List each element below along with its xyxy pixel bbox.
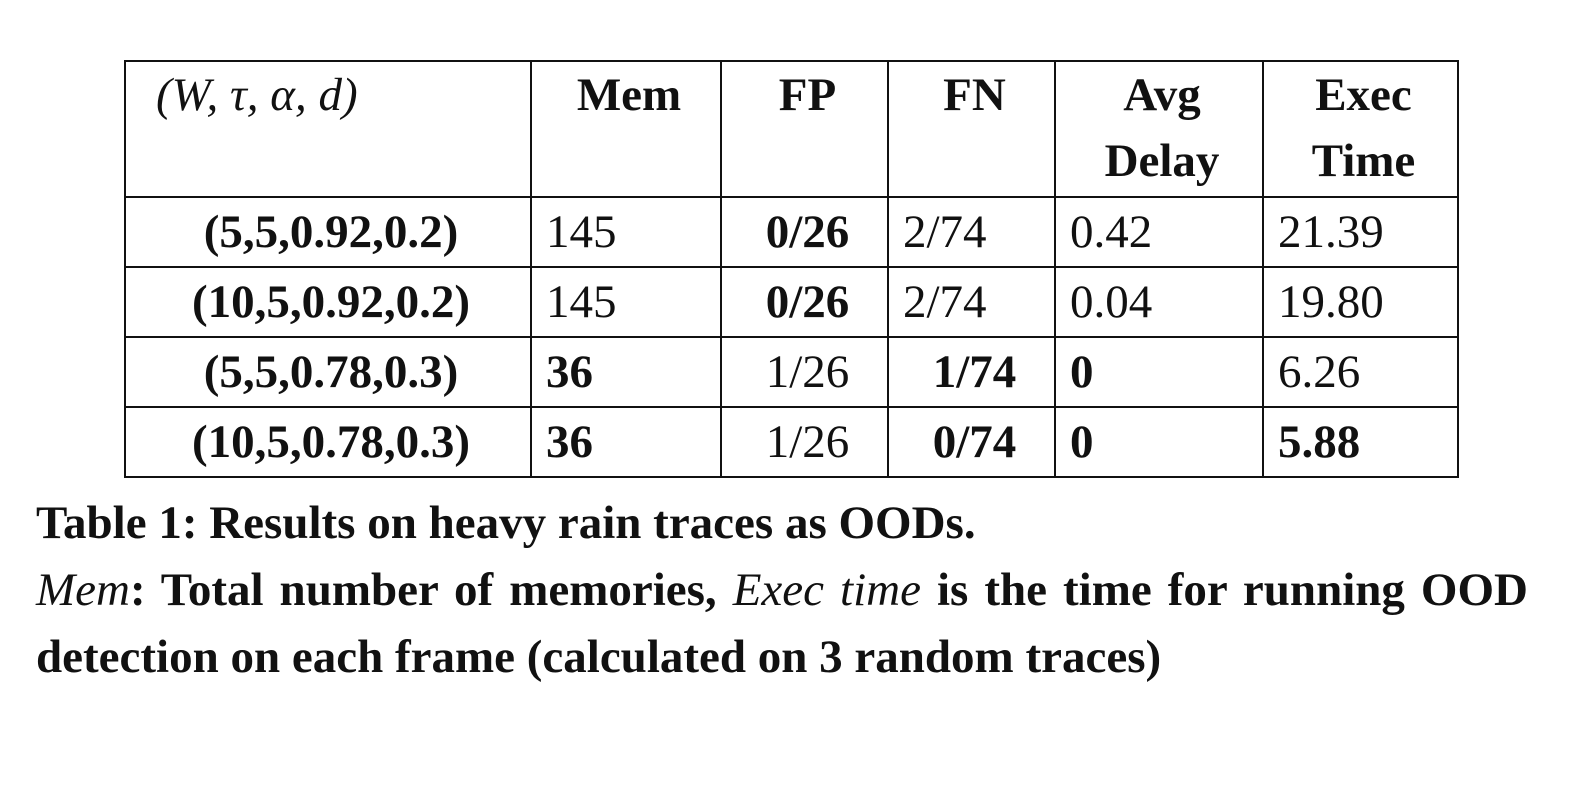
cell-params: (5,5,0.78,0.3) (124, 336, 532, 408)
cell-exec-time: 6.26 (1262, 336, 1459, 408)
cell-mem: 145 (530, 196, 722, 268)
cell-fn: 1/74 (887, 336, 1056, 408)
table-row: (10,5,0.78,0.3) 36 1/26 0/74 0 5.88 (124, 406, 1459, 478)
caption-exec-definition: is the time for running OOD detection on… (36, 564, 1528, 683)
cell-fn: 2/74 (887, 266, 1056, 338)
cell-avg-delay: 0 (1054, 406, 1264, 478)
cell-params: (5,5,0.92,0.2) (124, 196, 532, 268)
cell-avg-delay: 0 (1054, 336, 1264, 408)
header-fn: FN (887, 60, 1056, 198)
results-table: (W, τ, α, d) Mem FP FN Avg Delay Exec Ti… (124, 60, 1459, 478)
caption-title: Table 1: Results on heavy rain traces as… (36, 497, 976, 549)
cell-fp: 1/26 (720, 406, 889, 478)
header-params: (W, τ, α, d) (124, 60, 532, 198)
cell-exec-time: 21.39 (1262, 196, 1459, 268)
cell-params: (10,5,0.78,0.3) (124, 406, 532, 478)
cell-mem: 36 (530, 406, 722, 478)
cell-mem: 145 (530, 266, 722, 338)
cell-fn: 2/74 (887, 196, 1056, 268)
table-row: (5,5,0.92,0.2) 145 0/26 2/74 0.42 21.39 (124, 196, 1459, 268)
cell-exec-time: 19.80 (1262, 266, 1459, 338)
cell-fp: 0/26 (720, 266, 889, 338)
cell-fp: 1/26 (720, 336, 889, 408)
cell-params: (10,5,0.92,0.2) (124, 266, 532, 338)
header-avg-delay: Avg Delay (1054, 60, 1264, 198)
cell-avg-delay: 0.42 (1054, 196, 1264, 268)
caption-mem-definition: : Total number of memories, (129, 564, 733, 616)
table-caption: Table 1: Results on heavy rain traces as… (36, 490, 1528, 691)
caption-exec-term: Exec time (732, 564, 921, 616)
table-row: (10,5,0.92,0.2) 145 0/26 2/74 0.04 19.80 (124, 266, 1459, 338)
cell-fp: 0/26 (720, 196, 889, 268)
header-exec-time: Exec Time (1262, 60, 1459, 198)
header-fp: FP (720, 60, 889, 198)
cell-avg-delay: 0.04 (1054, 266, 1264, 338)
caption-mem-term: Mem (36, 564, 130, 616)
cell-exec-time: 5.88 (1262, 406, 1459, 478)
cell-fn: 0/74 (887, 406, 1056, 478)
cell-mem: 36 (530, 336, 722, 408)
caption-body: Mem: Total number of memories, Exec time… (36, 557, 1528, 691)
table-row: (5,5,0.78,0.3) 36 1/26 1/74 0 6.26 (124, 336, 1459, 408)
table-header-row: (W, τ, α, d) Mem FP FN Avg Delay Exec Ti… (124, 60, 1459, 198)
header-mem: Mem (530, 60, 722, 198)
